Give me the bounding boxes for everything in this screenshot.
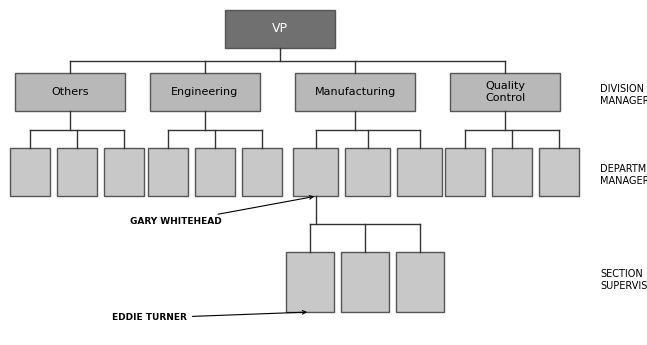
Bar [539, 148, 579, 196]
Bar [286, 252, 334, 312]
Text: GARY WHITEHEAD: GARY WHITEHEAD [130, 196, 313, 227]
Bar [15, 73, 125, 111]
Bar [295, 73, 415, 111]
Bar [341, 252, 389, 312]
Bar [397, 148, 442, 196]
Bar [445, 148, 485, 196]
Text: DEPARTMENT
MANAGERS: DEPARTMENT MANAGERS [600, 164, 647, 186]
Bar [450, 73, 560, 111]
Bar [150, 73, 260, 111]
Text: Quality
Control: Quality Control [485, 81, 525, 103]
Bar [345, 148, 390, 196]
Bar [148, 148, 188, 196]
Bar [396, 252, 444, 312]
Bar [242, 148, 282, 196]
Text: Engineering: Engineering [171, 87, 239, 97]
Bar [225, 10, 335, 48]
Bar [492, 148, 532, 196]
Text: VP: VP [272, 22, 288, 36]
Text: DIVISION
MANAGERS: DIVISION MANAGERS [600, 84, 647, 106]
Text: EDDIE TURNER: EDDIE TURNER [112, 310, 306, 323]
Bar [195, 148, 235, 196]
Text: SECTION
SUPERVISORS: SECTION SUPERVISORS [600, 269, 647, 291]
Bar [57, 148, 97, 196]
Bar [104, 148, 144, 196]
Text: Others: Others [51, 87, 89, 97]
Bar [293, 148, 338, 196]
Bar [10, 148, 50, 196]
Text: Manufacturing: Manufacturing [314, 87, 395, 97]
